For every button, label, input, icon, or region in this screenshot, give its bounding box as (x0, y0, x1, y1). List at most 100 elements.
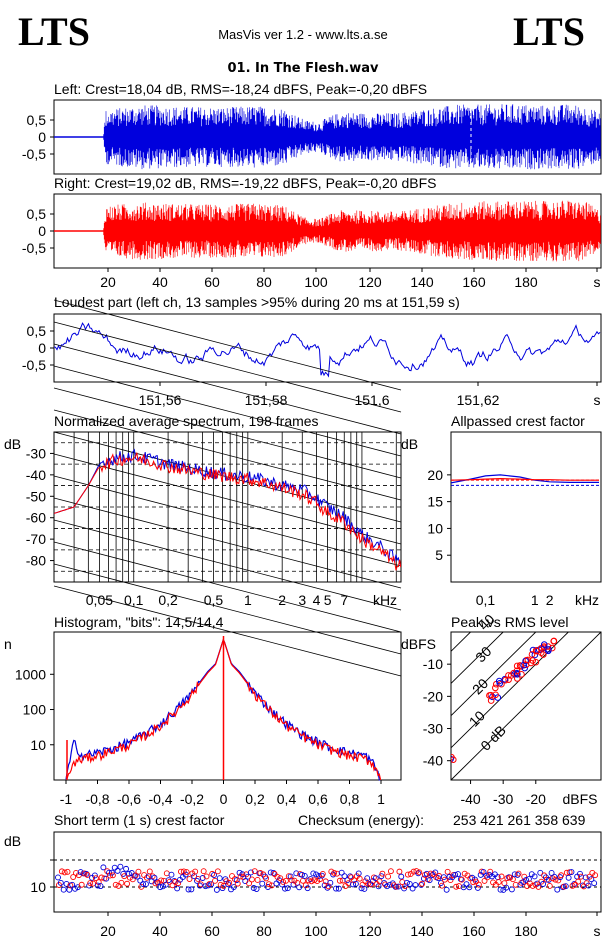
short-crest-left-91 (313, 871, 320, 878)
short-crest-left-88 (304, 885, 311, 892)
spec-ytick-label-0: -30 (26, 445, 46, 461)
short-crest-left-16 (100, 864, 107, 871)
short-crest-left-90 (310, 870, 317, 877)
short-crest-right-155 (495, 879, 502, 886)
hist-xtick-label-3: -0,4 (148, 791, 172, 807)
short-crest-left-25 (125, 870, 132, 877)
ytick-label-0-2: -0,5 (22, 146, 46, 162)
sc-xtick-label-6: 140 (410, 923, 434, 939)
spectrum-title: Normalized average spectrum, 198 frames (54, 413, 319, 429)
short-crest-left-51 (199, 875, 206, 881)
peak-rms-point-4-1 (495, 677, 503, 685)
short-crest-left-42 (174, 885, 181, 892)
short-crest-left-116 (384, 883, 391, 890)
short-crest-left-149 (477, 871, 484, 878)
short-crest-right-92 (317, 876, 323, 883)
short-crest-left-148 (474, 884, 481, 891)
spec-xtick-label-7: 4 (313, 592, 321, 608)
spec-ytick-label-1: -40 (26, 467, 46, 483)
histogram-ylabel: n (4, 636, 12, 652)
short-crest-left-29 (137, 877, 144, 884)
short-crest-left-2 (60, 886, 67, 893)
ap-ytick-label-2: 10 (427, 520, 443, 536)
short-crest-right-93 (319, 870, 326, 877)
short-crest-left-62 (230, 884, 237, 890)
short-crest-right-41 (172, 878, 179, 885)
xtick-wave-label-3: 80 (256, 274, 272, 290)
loud-xtick-label-2: 151,6 (354, 392, 389, 408)
peak-rms-point-8-0 (513, 662, 521, 670)
short-crest-right-183 (575, 878, 582, 885)
crest-diagonal-label-0: 40 (475, 611, 497, 633)
short-crest-right-2 (61, 869, 68, 876)
short-crest-right-95 (325, 883, 332, 890)
peak-rms-point-18-0 (548, 644, 556, 652)
short-crest-right-142 (458, 876, 465, 883)
short-crest-left-127 (415, 870, 422, 877)
hist-xtick-label-0: -1 (60, 791, 73, 807)
hist-ytick-label-0: 1000 (15, 666, 46, 682)
short-crest-right-162 (515, 870, 522, 877)
peak-rms-frame (450, 631, 602, 781)
short-crest-left-84 (293, 870, 300, 877)
short-crest-ylabel: dB (4, 833, 22, 849)
spec-slope--2 (53, 387, 402, 479)
sc-xtick-label-1: 40 (152, 923, 168, 939)
short-crest-left-6 (72, 885, 78, 892)
short-crest-left-100 (338, 869, 345, 876)
short-crest-right-122 (402, 883, 409, 889)
short-crest-left-97 (330, 871, 337, 878)
short-crest-left-87 (301, 872, 308, 879)
short-crest-left-156 (497, 886, 504, 893)
short-crest-left-65 (239, 871, 246, 878)
left-waveform-title: Left: Crest=18,04 dB, RMS=-18,24 dBFS, P… (54, 81, 428, 97)
short-crest-right-160 (509, 876, 516, 883)
spec-ytick-label-4: -70 (26, 531, 46, 547)
short-crest-left-109 (364, 875, 371, 882)
file-name: 01. In The Flesh.wav (227, 61, 379, 76)
short-crest-left-38 (162, 881, 169, 888)
xtick-wave-label-9: s (594, 274, 601, 290)
short-crest-left-184 (577, 870, 583, 877)
spec-xtick-label-2: 0,2 (158, 592, 178, 608)
short-crest-left-60 (225, 881, 232, 888)
short-crest-left-22 (117, 863, 124, 870)
short-crest-left-158 (503, 884, 510, 891)
sc-xtick-label-7: 160 (462, 923, 486, 939)
xtick-wave-label-5: 120 (358, 274, 382, 290)
short-crest-right-96 (328, 868, 335, 875)
spec-xtick-label-3: 0,5 (204, 592, 224, 608)
crest-diagonal-1 (450, 631, 504, 684)
spec-slope--1 (53, 409, 402, 501)
sc-xtick-label-4: 100 (304, 923, 328, 939)
short-crest-left-162 (514, 872, 521, 878)
sc-xtick-label-9: s (594, 923, 601, 939)
short-crest-left-5 (69, 881, 76, 888)
short-crest-left-176 (554, 886, 561, 893)
hist-xtick-label-9: 0,8 (340, 791, 360, 807)
peak-rms-point-13-1 (529, 646, 537, 654)
short-crest-right-86 (300, 877, 306, 884)
sc-xtick-label-3: 80 (256, 923, 272, 939)
short-crest-right-90 (311, 877, 318, 884)
spec-xtick-label-6: 3 (298, 592, 306, 608)
short-crest-left-14 (94, 882, 101, 889)
short-crest-left-102 (344, 877, 351, 884)
crest-diagonal-0 (450, 631, 471, 652)
short-crest-left-53 (205, 882, 212, 889)
short-crest-right-20 (112, 881, 119, 888)
short-crest-right-42 (175, 880, 182, 887)
sc-xtick-label-8: 180 (514, 923, 538, 939)
spec-xtick-label-1: 0,1 (124, 592, 144, 608)
waveform-1 (102, 200, 601, 262)
spec-slope-1 (53, 453, 402, 545)
pr-ytick-label-3: -40 (423, 753, 443, 769)
short-crest-right-53 (206, 881, 213, 888)
xtick-wave-label-1: 40 (152, 274, 168, 290)
short-crest-right-171 (541, 872, 548, 879)
short-crest-left-67 (245, 873, 252, 880)
short-crest-right-110 (368, 881, 375, 888)
peak-rms-point-0-2 (451, 756, 457, 763)
short-crest-left-57 (216, 875, 223, 882)
